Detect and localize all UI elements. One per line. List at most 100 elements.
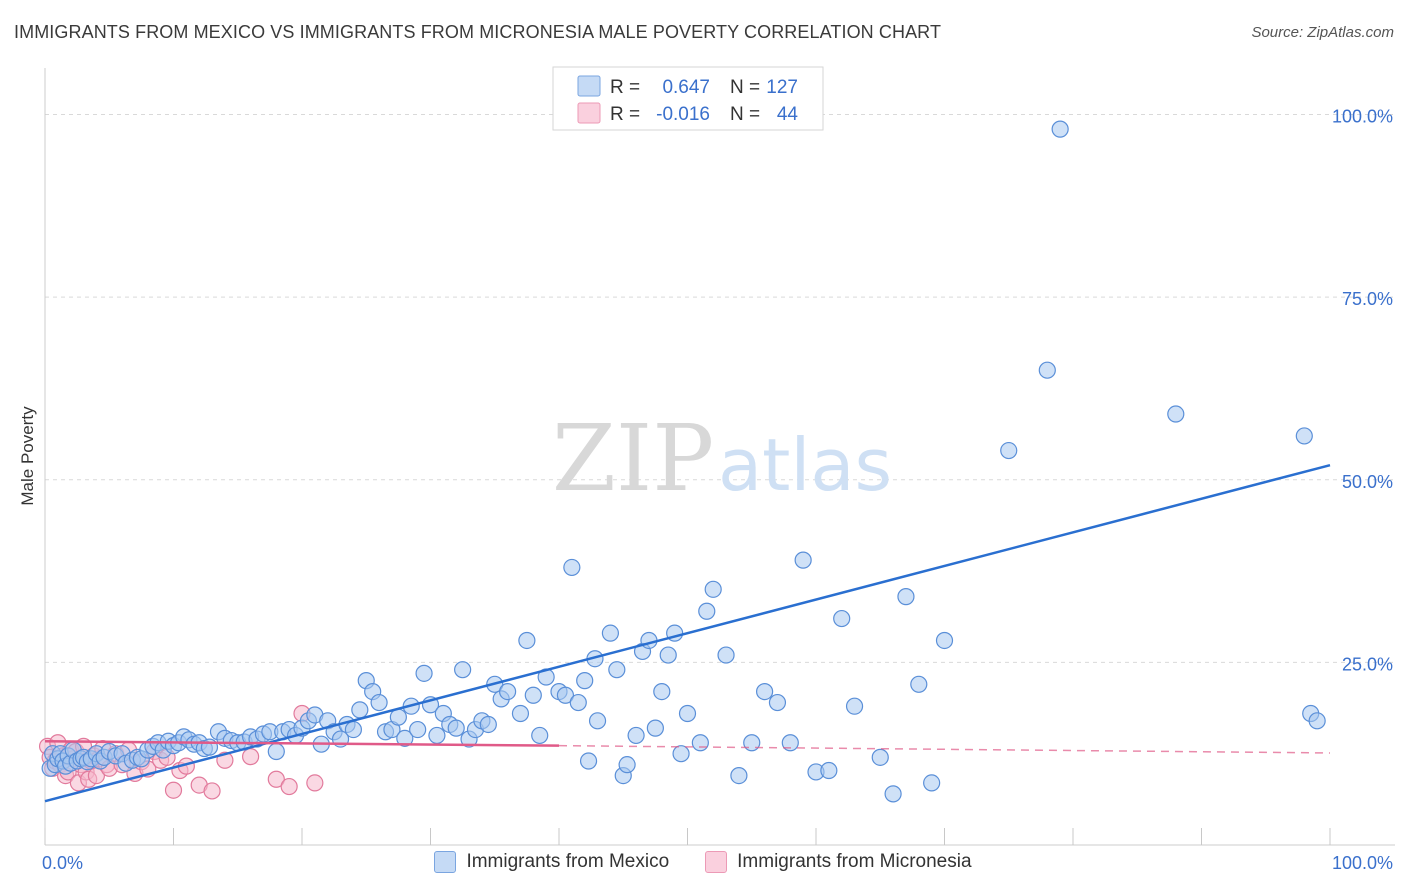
mexico-point [755,682,774,701]
stats-legend-mexico-r-label: R = [610,77,640,98]
mexico-point [768,693,787,712]
mexico-point [601,624,620,642]
legend-item-micronesia: Immigrants from Micronesia [705,851,972,873]
mexico-point [659,646,677,664]
y-tick-label: 50.0% [1342,472,1393,492]
stats-legend-micronesia-n-label: N = [730,104,760,125]
watermark-atlas: atlas [718,423,892,507]
x-tick-label: 0.0% [42,853,83,873]
mexico-point [923,774,941,792]
mexico-point [1295,427,1313,445]
mexico-point [618,756,636,774]
mexico-point [499,682,517,701]
legend-label-mexico: Immigrants from Mexico [466,851,670,872]
mexico-point [479,715,497,734]
mexico-point [428,726,446,745]
legend-item-mexico: Immigrants from Mexico [434,851,669,873]
chart-title: IMMIGRANTS FROM MEXICO VS IMMIGRANTS FRO… [14,22,942,42]
mexico-point [1038,361,1056,379]
mexico-point [409,720,427,739]
mexico-point [743,734,761,752]
mexico-point [1000,441,1018,460]
mexico-point [1051,120,1069,138]
mexico-point [576,672,594,690]
mexico-point [588,712,607,730]
y-tick-labels: 25.0% 50.0% 75.0% 100.0% [1332,107,1393,675]
watermark-zip: ZIP [552,405,714,512]
y-tick-label: 25.0% [1342,654,1393,674]
micronesia-point [203,782,221,800]
stats-legend-micronesia-r-value: -0.016 [656,104,710,125]
mexico-point [646,719,664,737]
mexico-point [935,631,954,650]
mexico-point [608,661,626,679]
micronesia-trend-extension [558,744,1331,754]
mexico-point [344,720,362,739]
mexico-point [1308,712,1326,730]
stats-legend-micronesia-r-label: R = [610,104,640,125]
mexico-point [640,631,658,650]
micronesia-point [242,748,260,766]
mexico-point [524,686,542,704]
mexico-trend-line [44,463,1331,803]
mexico-point [370,693,388,712]
mexico-point [704,580,722,598]
mexico-point [627,726,645,745]
mexico-point [556,686,575,704]
mexico-point [531,726,549,745]
stats-legend: R = 0.647 N = 127 R = -0.016 N = 44 [552,66,824,131]
mexico-point [820,761,838,780]
micronesia-point [164,781,183,799]
mexico-point [910,675,928,693]
source-label: Source: ZipAtlas.com [1251,24,1394,41]
stats-legend-mexico-n-label: N = [730,77,760,98]
mexico-point [781,734,799,752]
mexico-point [511,704,530,723]
mexico-point [447,719,465,737]
mexico-point [389,708,407,726]
mexico-point [730,767,748,785]
micronesia-trend-line [44,740,560,747]
mexico-point [569,693,587,712]
mexico-point [897,588,915,606]
mexico-point [563,558,581,577]
x-tick-label: 100.0% [1332,853,1393,873]
mexico-point [698,602,716,620]
watermark: ZIP atlas [552,405,892,512]
legend-swatch-mexico [434,851,457,873]
x-tick-labels: 0.0% 100.0% [42,853,1393,873]
mexico-point [396,729,414,747]
mexico-point [678,704,697,723]
bottom-legend: Immigrants from Mexico Immigrants from M… [0,851,1406,873]
stats-legend-mexico-swatch [577,75,601,97]
mexico-point [267,742,285,761]
mexico-point [518,631,536,650]
y-tick-label: 100.0% [1332,107,1393,127]
mexico-point [871,748,889,766]
mexico-point [1167,405,1185,423]
mexico-point [415,664,433,682]
mexico-point [833,609,851,628]
stats-legend-micronesia-n-value: 44 [777,104,799,125]
x-ticks [44,828,1331,845]
mexico-point [794,551,812,569]
legend-label-micronesia: Immigrants from Micronesia [737,851,972,872]
mexico-point [845,697,864,715]
mexico-point [672,745,690,763]
mexico-point [717,646,735,664]
gridlines [45,114,1395,663]
mexico-point [691,734,709,752]
legend-swatch-micronesia [705,851,728,873]
mexico-point [653,682,671,701]
stats-legend-micronesia-swatch [577,102,601,124]
micronesia-point [306,774,324,792]
trend-lines [44,463,1331,803]
micronesia-point [267,770,285,788]
stats-legend-mexico-n-value: 127 [766,77,798,98]
mexico-point [454,661,472,679]
stats-legend-mexico-r-value: 0.647 [662,77,710,98]
mexico-point [579,752,598,770]
y-tick-label: 75.0% [1342,289,1393,309]
micronesia-point [280,777,298,796]
